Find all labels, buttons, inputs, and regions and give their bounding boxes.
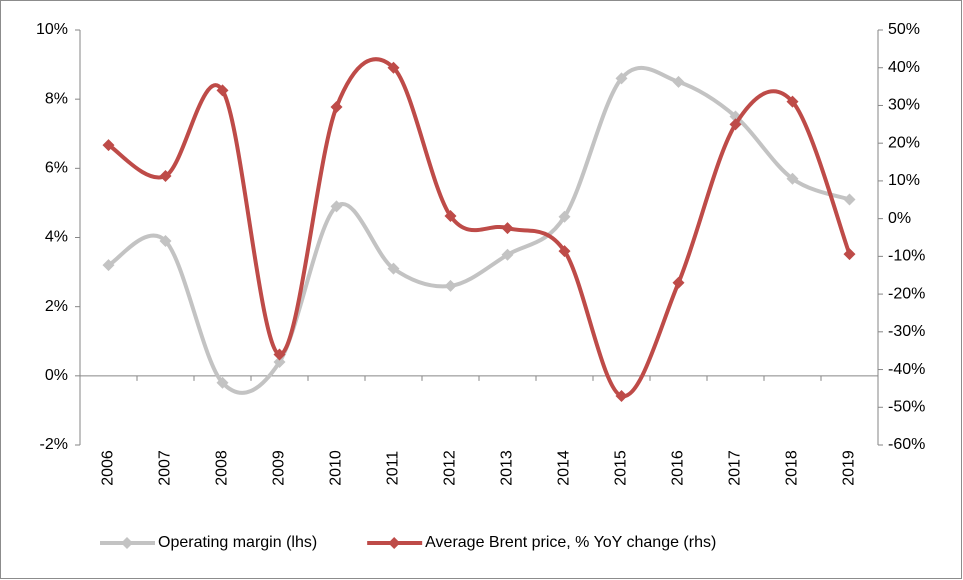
legend-marker <box>121 537 133 549</box>
y-tick-label: 8% <box>45 90 68 107</box>
y2-tick-label: 50% <box>888 21 920 38</box>
y-tick-label: -2% <box>40 436 68 453</box>
y2-tick-label: -20% <box>888 285 925 302</box>
point-marker <box>159 234 172 247</box>
point-marker <box>444 279 457 292</box>
point-marker <box>615 389 628 402</box>
y2-tick-label: 0% <box>888 210 911 227</box>
point-marker <box>273 356 286 368</box>
point-marker <box>387 262 400 275</box>
point-marker <box>786 172 799 185</box>
x-tick-label: 2019 <box>841 450 858 486</box>
x-tick-label: 2018 <box>784 450 801 486</box>
point-marker <box>786 95 799 108</box>
point-marker <box>159 170 172 183</box>
x-tick-label: 2013 <box>499 450 516 486</box>
y-tick-label: 4% <box>45 229 68 246</box>
y2-tick-label: -60% <box>888 436 925 453</box>
x-tick-label: 2007 <box>157 450 174 486</box>
point-marker <box>501 248 514 261</box>
point-marker <box>672 75 685 88</box>
x-tick-label: 2014 <box>556 450 573 486</box>
y2-tick-label: 20% <box>888 134 920 151</box>
point-marker <box>501 222 514 235</box>
point-marker <box>387 61 400 74</box>
y2-tick-label: 10% <box>888 172 920 189</box>
y-tick-label: 6% <box>45 160 68 177</box>
x-tick-label: 2017 <box>727 450 744 486</box>
y2-tick-label: -10% <box>888 248 925 265</box>
point-marker <box>330 100 343 113</box>
point-marker <box>615 72 628 85</box>
y2-tick-label: -40% <box>888 361 925 378</box>
y2-tick-label: 30% <box>888 97 920 114</box>
legend-label: Operating margin (lhs) <box>158 534 317 551</box>
legend-marker <box>388 537 401 549</box>
point-marker <box>843 248 856 261</box>
y2-tick-label: -30% <box>888 323 925 340</box>
y2-tick-label: -50% <box>888 398 925 415</box>
y-tick-label: 2% <box>45 298 68 315</box>
point-marker <box>558 210 571 223</box>
point-marker <box>330 200 343 213</box>
series-line <box>107 57 852 398</box>
x-tick-label: 2006 <box>100 450 117 486</box>
x-tick-label: 2011 <box>385 451 402 486</box>
point-marker <box>729 118 742 131</box>
x-tick-label: 2012 <box>442 450 459 486</box>
point-marker <box>843 193 856 206</box>
point-marker <box>102 139 115 152</box>
point-marker <box>558 245 571 258</box>
x-tick-label: 2015 <box>613 450 630 486</box>
point-marker <box>444 209 457 222</box>
x-tick-label: 2010 <box>328 450 345 486</box>
legend-label: Average Brent price, % YoY change (rhs) <box>425 534 716 551</box>
x-tick-label: 2008 <box>214 450 231 486</box>
point-marker <box>672 276 685 289</box>
point-marker <box>216 84 229 97</box>
x-tick-label: 2016 <box>670 450 687 486</box>
point-marker <box>102 259 115 272</box>
y-tick-label: 0% <box>45 367 68 384</box>
point-marker <box>216 376 229 389</box>
y-tick-label: 10% <box>36 21 68 38</box>
x-tick-label: 2009 <box>271 450 288 486</box>
y2-tick-label: 40% <box>888 59 920 76</box>
point-marker <box>273 348 286 361</box>
